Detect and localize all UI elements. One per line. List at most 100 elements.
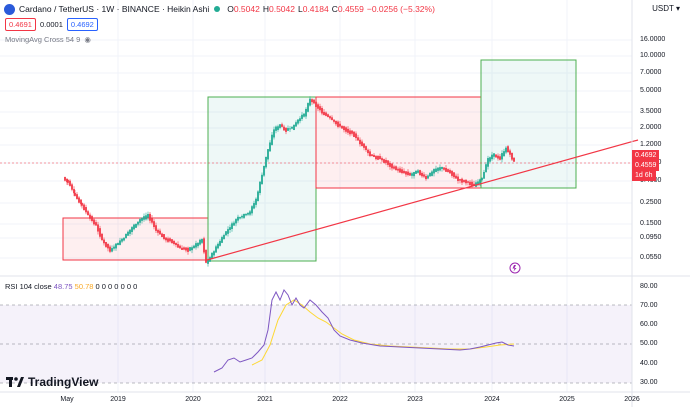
candle-body <box>321 107 323 114</box>
candle-body <box>177 244 179 248</box>
candle-body <box>317 104 319 109</box>
candle-body <box>85 207 87 213</box>
candle-body <box>501 153 503 160</box>
candle-body <box>66 178 68 183</box>
candle-body <box>299 118 301 122</box>
candle-body <box>449 170 451 174</box>
price-tick-label: 0.2500 <box>640 199 662 206</box>
candle-body <box>443 167 445 170</box>
candle-body <box>225 231 227 236</box>
candle-body <box>311 99 313 103</box>
candle-body <box>157 229 159 233</box>
trade-buttons: 0.4691 0.0001 0.4692 <box>5 18 98 31</box>
candle-body <box>129 229 131 234</box>
time-tick-label: 2020 <box>185 396 201 403</box>
candle-body <box>497 155 499 159</box>
candle-body <box>125 233 127 239</box>
candle-body <box>513 157 515 162</box>
indicator-legend[interactable]: MovingAvg Cross 54 9 ◉ <box>5 35 91 44</box>
price-tick-label: 10.0000 <box>640 52 666 59</box>
candle-body <box>109 246 111 252</box>
range-box-green-2[interactable] <box>480 59 577 189</box>
symbol-title[interactable]: Cardano / TetherUS · 1W · BINANCE · Heik… <box>19 4 210 14</box>
candle-body <box>437 167 439 171</box>
candle-body <box>189 247 191 251</box>
candle-body <box>107 243 109 249</box>
rsi-band <box>0 305 632 383</box>
candle-body <box>195 243 197 248</box>
candle-body <box>387 160 389 165</box>
candle-body <box>263 165 265 176</box>
candle-body <box>431 171 433 176</box>
currency-selector[interactable]: USDT ▾ <box>652 4 680 13</box>
close-label: C <box>331 4 338 14</box>
candle-body <box>83 204 85 211</box>
candle-body <box>389 162 391 167</box>
candle-body <box>401 169 403 174</box>
candle-body <box>147 214 149 218</box>
last-price-tag: 0.4692 <box>632 150 660 161</box>
candle-body <box>197 242 199 247</box>
candle-body <box>471 181 473 187</box>
tradingview-icon <box>6 377 24 387</box>
candle-body <box>76 194 78 199</box>
currency-label: USDT <box>652 4 674 13</box>
candle-body <box>493 153 495 157</box>
tradingview-logo[interactable]: TradingView <box>6 375 98 389</box>
candle-body <box>89 214 91 219</box>
candle-body <box>453 172 455 178</box>
candle-body <box>267 149 269 160</box>
candle-body <box>241 215 243 218</box>
time-tick-label: 2019 <box>110 396 126 403</box>
candle-body <box>71 184 73 190</box>
candle-body <box>349 130 351 135</box>
visibility-icon[interactable]: ◉ <box>84 35 91 44</box>
rsi-tick-label: 70.00 <box>640 302 658 309</box>
candle-body <box>337 121 339 127</box>
candle-body <box>183 247 185 250</box>
candle-body <box>155 225 157 231</box>
candle-body <box>247 212 249 215</box>
candle-body <box>273 129 275 138</box>
cardano-logo-icon <box>4 3 15 15</box>
candle-body <box>159 230 161 235</box>
trend-line[interactable] <box>206 139 639 261</box>
candle-body <box>371 154 373 156</box>
candle-body <box>327 114 329 118</box>
candle-body <box>269 142 271 152</box>
candle-body <box>405 171 407 175</box>
candle-body <box>381 158 383 161</box>
time-tick-label: 2022 <box>332 396 348 403</box>
brand-name: TradingView <box>28 375 99 389</box>
candle-body <box>131 227 133 232</box>
rsi-legend[interactable]: RSI 104 close 48.75 50.78 0 0 0 0 0 0 0 <box>5 282 137 291</box>
time-tick-label: 2024 <box>484 396 500 403</box>
candle-body <box>473 183 475 187</box>
alert-icon[interactable] <box>509 262 521 274</box>
candle-body <box>463 180 465 182</box>
sell-button[interactable]: 0.4691 <box>5 18 36 31</box>
candle-body <box>339 123 341 127</box>
rsi-ma-value: 50.78 <box>74 282 94 291</box>
candle-body <box>441 166 443 169</box>
candle-body <box>173 241 175 245</box>
countdown-tag: 1d 6h <box>632 170 656 181</box>
candle-body <box>353 131 355 137</box>
candle-body <box>355 133 357 139</box>
candle-body <box>499 156 501 160</box>
candle-body <box>391 163 393 169</box>
candle-body <box>509 150 511 155</box>
candle-body <box>433 169 435 174</box>
buy-button[interactable]: 0.4692 <box>66 18 98 31</box>
candle-body <box>191 247 193 251</box>
candle-body <box>447 169 449 173</box>
candle-body <box>361 141 363 147</box>
candle-body <box>97 224 99 232</box>
candle-body <box>111 248 113 252</box>
price-tick-label: 7.0000 <box>640 69 662 76</box>
candle-body <box>403 170 405 174</box>
candle-body <box>285 127 287 132</box>
rsi-label: RSI 104 close <box>5 282 52 291</box>
candle-body <box>469 181 471 186</box>
